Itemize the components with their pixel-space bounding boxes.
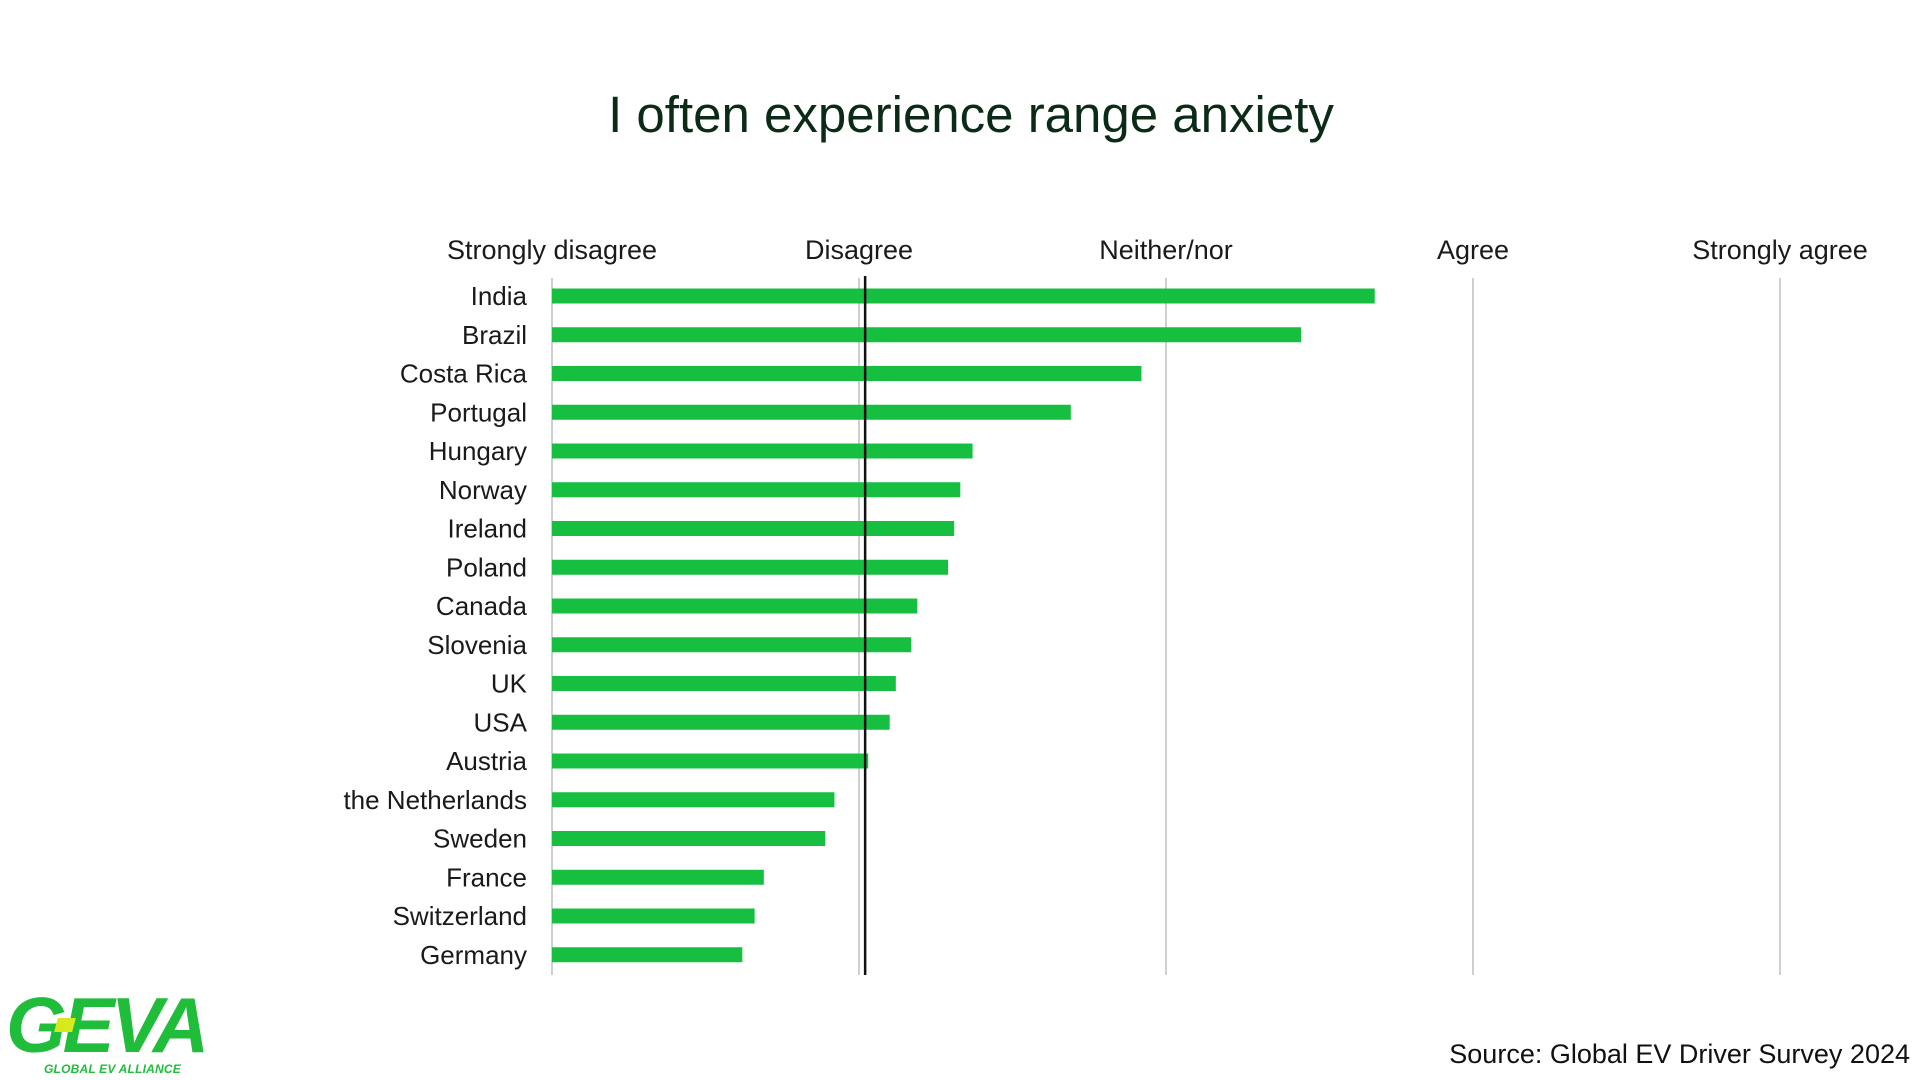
category-label-switzerland: Switzerland xyxy=(393,901,527,931)
bar-switzerland xyxy=(552,908,755,924)
scale-label-2: Disagree xyxy=(805,235,913,265)
bar-austria xyxy=(552,753,869,769)
category-label-the-netherlands: the Netherlands xyxy=(343,785,527,815)
gridlines xyxy=(551,278,1781,975)
source-note: Source: Global EV Driver Survey 2024 xyxy=(1449,1039,1910,1069)
scale-labels: Strongly disagree Disagree Neither/nor Agre… xyxy=(447,235,1868,265)
logo-wordmark: GEVA xyxy=(6,981,209,1069)
bar-brazil xyxy=(552,327,1302,343)
bar-norway xyxy=(552,482,961,498)
bar-portugal xyxy=(552,404,1071,420)
bars xyxy=(552,288,1375,963)
category-label-norway: Norway xyxy=(439,475,527,505)
category-label-hungary: Hungary xyxy=(429,436,527,466)
bar-germany xyxy=(552,947,743,963)
bar-india xyxy=(552,288,1375,304)
chart-title: I often experience range anxiety xyxy=(608,86,1334,143)
scale-label-5: Strongly agree xyxy=(1692,235,1868,265)
bar-hungary xyxy=(552,443,973,459)
category-label-france: France xyxy=(446,862,527,892)
category-label-germany: Germany xyxy=(420,940,527,970)
category-labels: India Brazil Costa Rica Portugal Hungary Norw… xyxy=(343,281,527,970)
bar-costa-rica xyxy=(552,366,1142,381)
category-label-sweden: Sweden xyxy=(433,824,527,854)
category-label-portugal: Portugal xyxy=(430,397,527,427)
category-label-brazil: Brazil xyxy=(462,320,527,350)
bar-uk xyxy=(552,676,896,691)
category-label-costa-rica: Costa Rica xyxy=(400,359,528,389)
bar-usa xyxy=(552,714,890,730)
bar-the-netherlands xyxy=(552,792,835,808)
geva-logo: GEVA GLOBAL EV ALLIANCE xyxy=(6,981,226,1076)
category-label-india: India xyxy=(471,281,528,311)
category-label-ireland: Ireland xyxy=(448,514,528,544)
bar-slovenia xyxy=(552,637,912,653)
bar-sweden xyxy=(552,831,826,846)
category-label-austria: Austria xyxy=(446,746,527,776)
category-label-poland: Poland xyxy=(446,552,527,582)
bar-france xyxy=(552,869,764,885)
logo-accent-shape xyxy=(54,1018,76,1032)
bar-canada xyxy=(552,598,918,614)
scale-label-3: Neither/nor xyxy=(1099,235,1233,265)
logo-tagline: GLOBAL EV ALLIANCE xyxy=(44,1062,181,1076)
category-label-uk: UK xyxy=(491,669,528,699)
bar-ireland xyxy=(552,521,955,536)
category-label-slovenia: Slovenia xyxy=(427,630,527,660)
category-label-usa: USA xyxy=(474,707,528,737)
bar-poland xyxy=(552,559,949,575)
scale-label-1: Strongly disagree xyxy=(447,235,657,265)
category-label-canada: Canada xyxy=(436,591,528,621)
scale-label-4: Agree xyxy=(1437,235,1509,265)
